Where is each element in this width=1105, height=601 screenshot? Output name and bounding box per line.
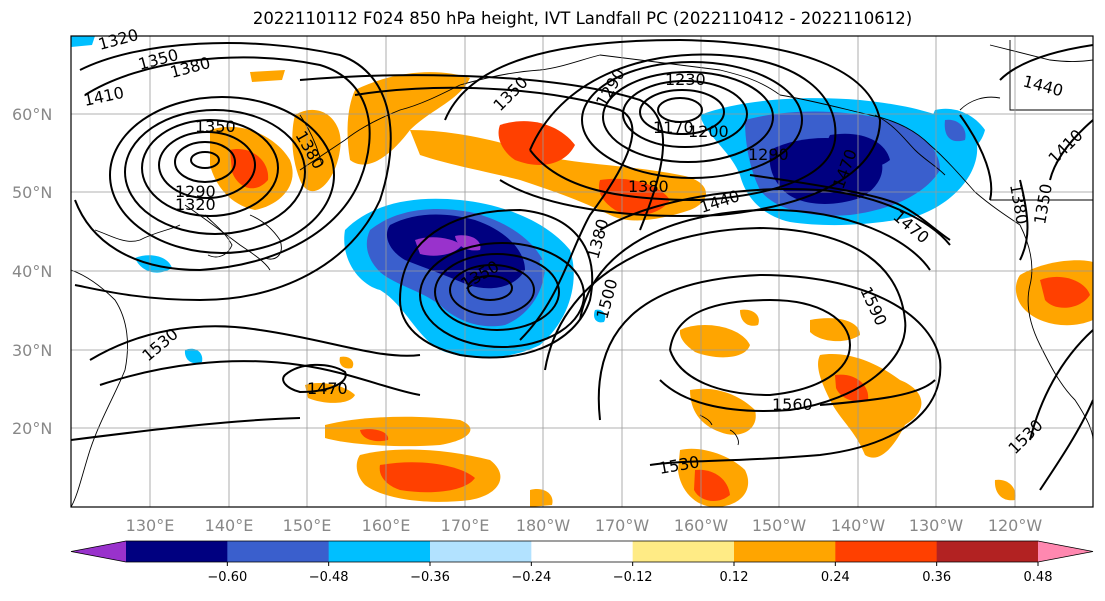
colorbar-tick-label: 0.12 — [720, 570, 749, 585]
contour-label: 1200 — [688, 122, 729, 141]
lat-label: 40°N — [12, 262, 52, 281]
colorbar-extend-high — [1038, 541, 1093, 562]
colorbar-segment — [835, 541, 938, 562]
lon-label: 170°E — [441, 516, 490, 535]
colorbar-segment — [227, 541, 330, 562]
lon-label: 130°W — [909, 516, 964, 535]
longitude-labels: 130°E 140°E 150°E 160°E 170°E 180°W 170°… — [126, 516, 1043, 535]
colorbar-tick-label: −0.60 — [207, 570, 247, 585]
contour-label: 1170 — [653, 118, 694, 137]
height-contours — [71, 38, 1093, 491]
colorbar-segment — [126, 541, 228, 562]
coastlines — [71, 40, 1093, 507]
lat-label: 20°N — [12, 419, 52, 438]
colorbar: −0.60 −0.48 −0.36 −0.24 −0.12 0.12 0.24 0.36 0.4… — [70, 540, 1094, 585]
map-title: 2022110112 F024 850 hPa height, IVT Land… — [252, 9, 913, 28]
colorbar-segment — [531, 541, 634, 562]
colorbar-tick-label: −0.24 — [511, 570, 551, 585]
colorbar-tick-label: 0.36 — [922, 570, 951, 585]
colorbar-ticks: −0.60 −0.48 −0.36 −0.24 −0.12 0.12 0.24 0.36 0.4… — [207, 562, 1053, 585]
lon-label: 120°W — [988, 516, 1043, 535]
contour-label: 1560 — [772, 395, 813, 414]
lon-label: 140°E — [205, 516, 254, 535]
lon-label: 130°E — [126, 516, 175, 535]
map-background — [71, 36, 1093, 507]
colorbar-tick-label: 0.48 — [1024, 570, 1053, 585]
colorbar-segment — [734, 541, 836, 562]
contour-label: 1230 — [665, 70, 706, 89]
colorbar-tick-label: 0.24 — [821, 570, 850, 585]
lon-label: 180°W — [516, 516, 571, 535]
contour-label: 1290 — [175, 182, 216, 201]
lon-label: 150°E — [283, 516, 332, 535]
colorbar-segments — [70, 540, 1094, 563]
lon-label: 140°W — [831, 516, 886, 535]
contour-label: 1320 — [175, 195, 216, 214]
lat-label: 30°N — [12, 341, 52, 360]
colorbar-tick-label: −0.48 — [309, 570, 349, 585]
negative-anomaly-regions — [71, 36, 985, 364]
colorbar-segment — [430, 541, 532, 562]
contour-label: 1290 — [748, 145, 789, 164]
colorbar-segment — [328, 541, 431, 562]
lat-label: 50°N — [12, 183, 52, 202]
contour-label: 1470 — [307, 379, 348, 398]
contour-label: 1380 — [628, 177, 669, 196]
colorbar-tick-label: −0.36 — [410, 570, 450, 585]
map-border — [70, 35, 1094, 508]
lon-label: 150°W — [752, 516, 807, 535]
colorbar-outline — [70, 540, 1094, 563]
colorbar-tick-label: −0.12 — [613, 570, 653, 585]
colorbar-segment — [936, 541, 1039, 562]
colorbar-segment — [632, 541, 735, 562]
lat-label: 60°N — [12, 105, 52, 124]
latitude-labels: 60°N 50°N 40°N 30°N 20°N — [12, 105, 52, 438]
lon-label: 170°W — [595, 516, 650, 535]
lon-label: 160°E — [362, 516, 411, 535]
lon-label: 160°W — [674, 516, 729, 535]
colorbar-extend-low — [71, 541, 126, 562]
contour-label: 1350 — [195, 117, 236, 136]
